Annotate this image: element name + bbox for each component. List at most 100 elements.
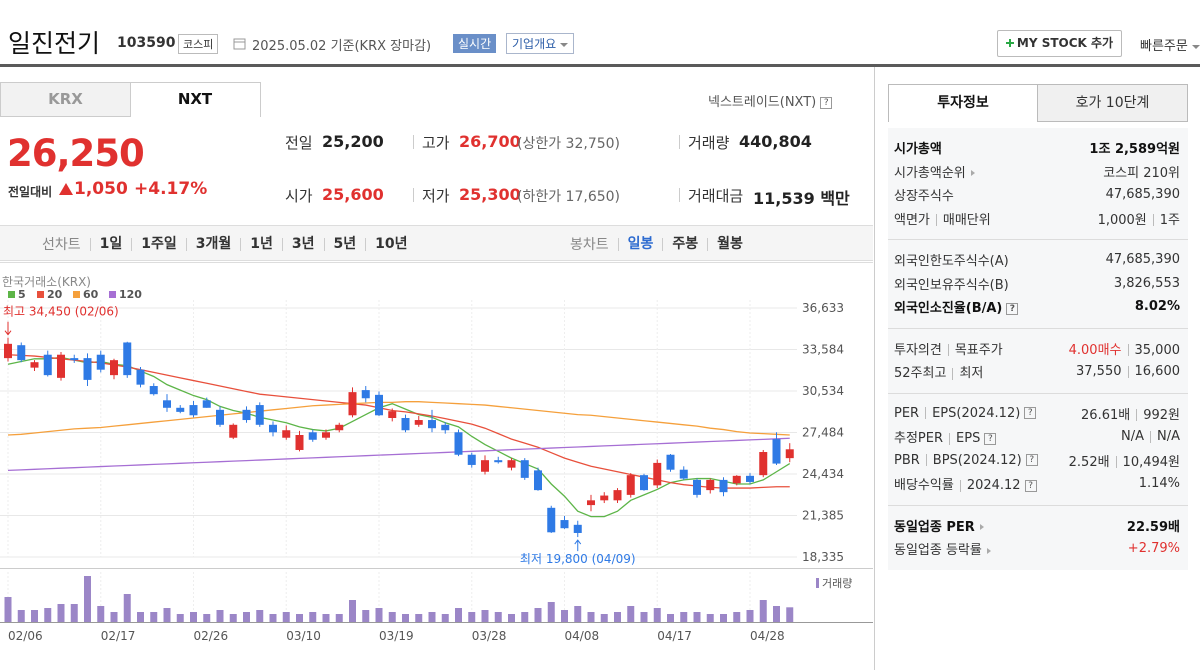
market-badge: 코스피 [178,34,219,54]
tab-order-book[interactable]: 호가 10단계 [1037,84,1188,122]
stat-value: 440,804 [739,132,812,151]
info-label: 시가총액 [894,138,942,157]
price-chart: 36,633 33,584 30,534 27,484 24,434 21,385 18,3… [0,262,873,643]
candle-body [388,411,397,418]
info-value-text: 47,685,390 [1105,187,1180,203]
volume-bar [4,597,12,622]
volume-bar [309,612,317,622]
volume-bar [759,600,767,622]
volume-bar [508,614,515,622]
candle-body [600,495,609,501]
candle-body [375,394,383,416]
period-item[interactable]: 일봉 [617,237,663,251]
my-stock-button[interactable]: MY STOCK 추가 [997,30,1122,57]
period-item[interactable]: 1년 [240,237,282,251]
info-label: 동일업종 PER [894,516,984,535]
candle-body [573,524,582,533]
tab-krx[interactable]: KRX [0,82,131,117]
volume-bar [256,610,264,622]
info-value: 1.14% [1139,476,1180,491]
candle-body [83,358,92,380]
info-value-text: N/A [1121,429,1144,445]
info-label-text: 최저 [959,366,984,382]
separator [1150,430,1151,443]
info-value-text: 47,685,390 [1105,252,1180,268]
candle-body [110,360,118,376]
low-annotation: 최저 19,800 (04/09) [520,552,636,566]
nxt-link[interactable]: 넥스트레이드(NXT) [708,91,833,110]
info-row: 외국인소진율(B/A) 8.02% [894,295,1180,319]
period-item[interactable]: 1일 [89,237,132,251]
info-value-text: 16,600 [1134,364,1181,380]
info-label: 시가총액순위 [894,162,975,181]
volume-bar [216,610,224,622]
separator [959,479,961,492]
info-value-text: 8.02% [1134,299,1180,315]
volume-bar [57,604,65,622]
volume-bar [349,600,356,622]
candle-body [348,392,357,416]
legend-swatch [8,291,15,298]
legend-label: 60 [83,288,99,301]
candle-body [30,362,39,368]
period-item[interactable]: 월봉 [707,237,752,251]
tab-nxt[interactable]: NXT [130,82,261,117]
period-item[interactable]: 10년 [365,237,416,251]
info-group: 투자의견 목표주가 4.00매수 35,000 52주최고 최저 37,550 16,600 [888,329,1188,394]
separator [1152,214,1154,227]
x-tick-label: 04/08 [565,629,600,643]
separator [952,367,954,380]
candle-body [43,354,52,376]
volume-bar [746,610,754,622]
period-item[interactable]: 주봉 [662,237,707,251]
volume-bar [627,606,635,622]
info-row: PBR BPS(2024.12) 2.52배 10,494원 [894,449,1180,473]
period-candle-group: 봉차트 일봉 주봉 월봉 [570,234,752,254]
dropdown-icon [1191,44,1200,49]
separator [949,432,951,445]
candle-body [149,386,158,395]
help-icon [1006,302,1019,315]
help-icon [1025,454,1038,467]
stat-value: 25,200 [322,132,384,151]
volume-bar [229,614,237,622]
quick-order[interactable]: 빠른주문 [1140,35,1200,54]
candle-body [467,454,476,465]
candle-body [163,400,171,408]
separator [679,135,680,149]
separator [925,407,927,420]
info-group: 동일업종 PER 22.59배 동일업종 등락률 +2.79% [888,506,1188,570]
info-label-text: 2024.12 [966,478,1021,494]
info-value-text: 10,494원 [1122,454,1180,470]
stat-label: 거래대금 [688,187,744,205]
period-item[interactable]: 5년 [323,237,366,251]
separator [1115,456,1117,469]
period-item[interactable]: 3개월 [185,237,241,251]
candle-body [640,475,648,491]
info-value-text: 1,000원 [1097,212,1147,228]
quick-order-text: 빠른주문 [1140,39,1188,54]
candle-body [17,345,26,361]
info-label-text: 목표주가 [954,342,1003,358]
volume-bar [243,612,250,622]
info-label-text: 투자의견 [894,342,942,358]
x-tick-label: 02/17 [101,629,136,643]
date-info: 2025.05.02 기준(KRX 장마감) [252,39,432,54]
info-label-text: 동일업종 PER [894,519,975,535]
candle-body [706,479,715,491]
info-value: 3,826,553 [1114,276,1180,291]
company-info[interactable]: 기업개요 [506,33,575,54]
tab-invest-info[interactable]: 투자정보 [888,84,1038,122]
realtime-badge[interactable]: 실시간 [453,34,497,53]
info-value: 코스피 210위 [1103,162,1180,181]
current-price: 26,250 [7,132,145,175]
volume-bar [335,614,343,622]
period-item[interactable]: 1주일 [131,237,186,251]
x-tick-label: 02/06 [8,629,43,643]
info-value: 4.00매수 35,000 [1069,339,1180,358]
info-value-text: 992원 [1143,407,1180,423]
candle-body [759,452,768,476]
period-item[interactable]: 3년 [281,237,324,251]
stat-label: 저가 [422,187,450,205]
